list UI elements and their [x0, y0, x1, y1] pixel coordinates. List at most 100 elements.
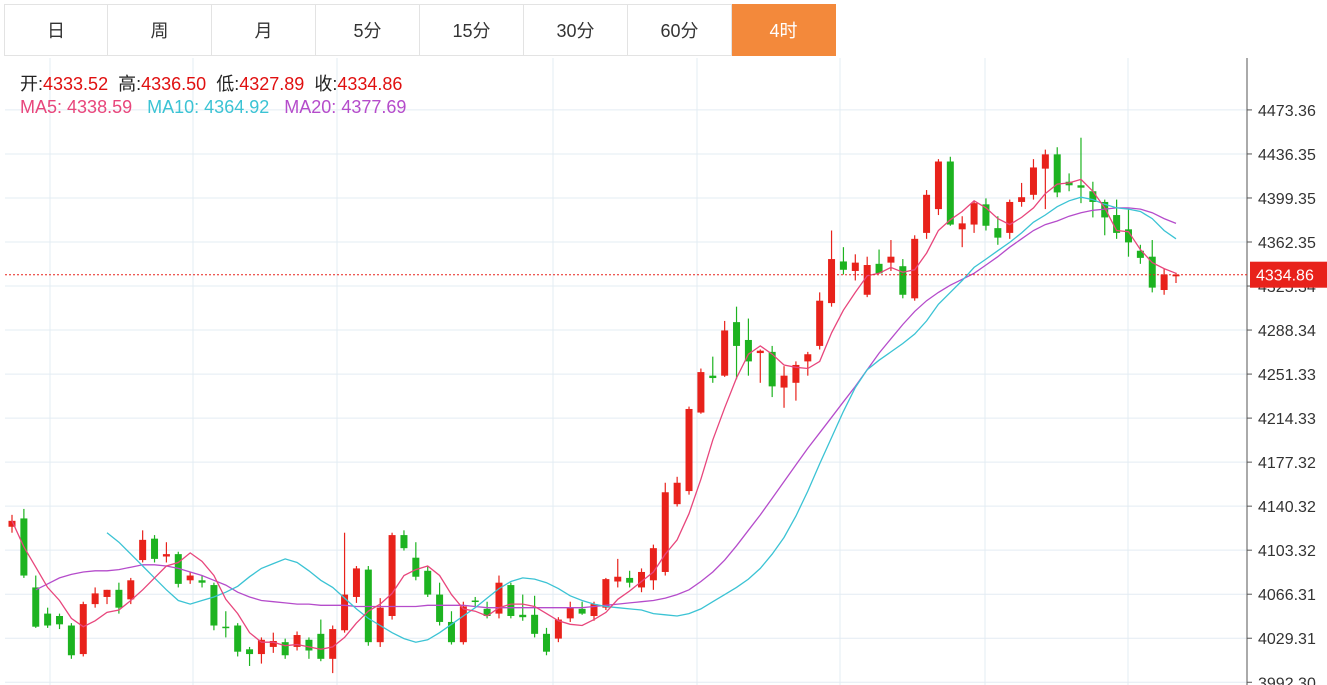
ma10-value: 4364.92: [204, 97, 270, 117]
candle-body: [733, 322, 741, 346]
candle-body: [44, 613, 52, 626]
tab-2[interactable]: 月: [212, 4, 316, 56]
candle-body: [614, 576, 622, 582]
candle-body: [923, 194, 931, 233]
ma5-label: MA5:: [20, 97, 63, 117]
y-tick-label: 4473.36: [1258, 103, 1316, 120]
candle-body: [958, 223, 966, 230]
candle-body: [1172, 274, 1180, 277]
tab-3[interactable]: 5分: [316, 4, 420, 56]
y-tick-label: 4436.35: [1258, 147, 1316, 164]
candle-body: [768, 351, 776, 387]
last-price-badge: [1250, 261, 1327, 288]
candle-body: [186, 575, 194, 581]
candle-body: [744, 339, 752, 362]
tab-6[interactable]: 60分: [628, 4, 732, 56]
tab-4[interactable]: 15分: [420, 4, 524, 56]
candle-body: [67, 625, 75, 656]
candle-body: [269, 640, 277, 647]
candle-body: [851, 262, 859, 271]
candle-body: [709, 375, 717, 379]
candle-body: [946, 161, 954, 225]
candle-body: [1136, 250, 1144, 258]
candle-body: [661, 492, 669, 572]
candle-body: [685, 408, 693, 492]
candle-body: [994, 228, 1002, 238]
candle-body: [281, 642, 289, 656]
candle-body: [554, 619, 562, 639]
candle-body: [1124, 229, 1132, 243]
y-tick-label: 4177.32: [1258, 455, 1316, 472]
last-price-label: 4334.86: [1256, 268, 1314, 285]
high-label: 高:: [118, 74, 142, 94]
candle-body: [638, 571, 646, 588]
ma5-line: [11, 178, 1177, 650]
tab-0[interactable]: 日: [4, 4, 108, 56]
y-tick-label: 4251.33: [1258, 367, 1316, 384]
candle-body: [222, 626, 230, 629]
y-tick-label: 4029.31: [1258, 631, 1316, 648]
tab-7[interactable]: 4时: [732, 4, 836, 56]
candle-body: [436, 594, 444, 622]
y-tick-label: 4399.35: [1258, 191, 1316, 208]
candle-body: [91, 593, 99, 605]
candle-body: [1077, 185, 1085, 188]
candle-body: [79, 604, 87, 655]
ma20-value: 4377.69: [341, 97, 407, 117]
candle-body: [756, 350, 764, 354]
ma20-label: MA20:: [284, 97, 337, 117]
open-value: 4333.52: [43, 74, 109, 94]
candle-body: [151, 538, 159, 559]
candle-body: [305, 639, 313, 651]
candle-body: [602, 579, 610, 608]
candle-body: [447, 621, 455, 643]
candle-body: [566, 607, 574, 619]
candle-body: [542, 633, 550, 652]
candle-body: [697, 372, 705, 413]
tab-1[interactable]: 周: [108, 4, 212, 56]
candle-body: [626, 577, 634, 583]
candle-body: [519, 614, 527, 618]
candle-body: [899, 266, 907, 295]
y-tick-label: 4362.35: [1258, 235, 1316, 252]
candle-body: [459, 606, 467, 643]
candle-body: [1113, 215, 1121, 233]
candle-body: [1148, 256, 1156, 288]
candle-body: [329, 629, 337, 659]
candle-body: [934, 161, 942, 210]
candle-body: [293, 635, 301, 647]
tab-5[interactable]: 30分: [524, 4, 628, 56]
candle-body: [982, 204, 990, 226]
candle-body: [839, 261, 847, 270]
y-tick-label: 4140.32: [1258, 499, 1316, 516]
high-value: 4336.50: [141, 74, 207, 94]
candle-body: [649, 548, 657, 581]
open-label: 开:: [20, 74, 44, 94]
candle-body: [816, 300, 824, 346]
candle-body: [32, 587, 40, 627]
candle-body: [804, 354, 812, 362]
candle-body: [210, 585, 218, 626]
candle-body: [341, 594, 349, 631]
y-tick-label: 4288.34: [1258, 323, 1316, 340]
candle-body: [828, 259, 836, 304]
y-tick-label: 4066.31: [1258, 587, 1316, 604]
candle-body: [590, 604, 598, 616]
candle-body: [483, 608, 491, 616]
timeframe-tabs: 日周月 5分 15分 30分 60分 4时: [4, 4, 836, 58]
candle-body: [1041, 154, 1049, 169]
candle-body: [1160, 274, 1168, 291]
candle-body: [246, 649, 254, 655]
ma20-line: [35, 207, 1177, 609]
candle-body: [780, 375, 788, 388]
candle-body: [139, 539, 147, 561]
candle-body: [162, 554, 170, 557]
ma-readout: MA5: 4338.59 MA10: 4364.92 MA20: 4377.69: [20, 97, 406, 118]
candle-body: [412, 557, 420, 577]
candle-body: [234, 625, 242, 652]
candle-body: [673, 482, 681, 505]
candle-body: [578, 608, 586, 614]
candle-body: [1029, 167, 1037, 195]
candle-body: [970, 203, 978, 225]
